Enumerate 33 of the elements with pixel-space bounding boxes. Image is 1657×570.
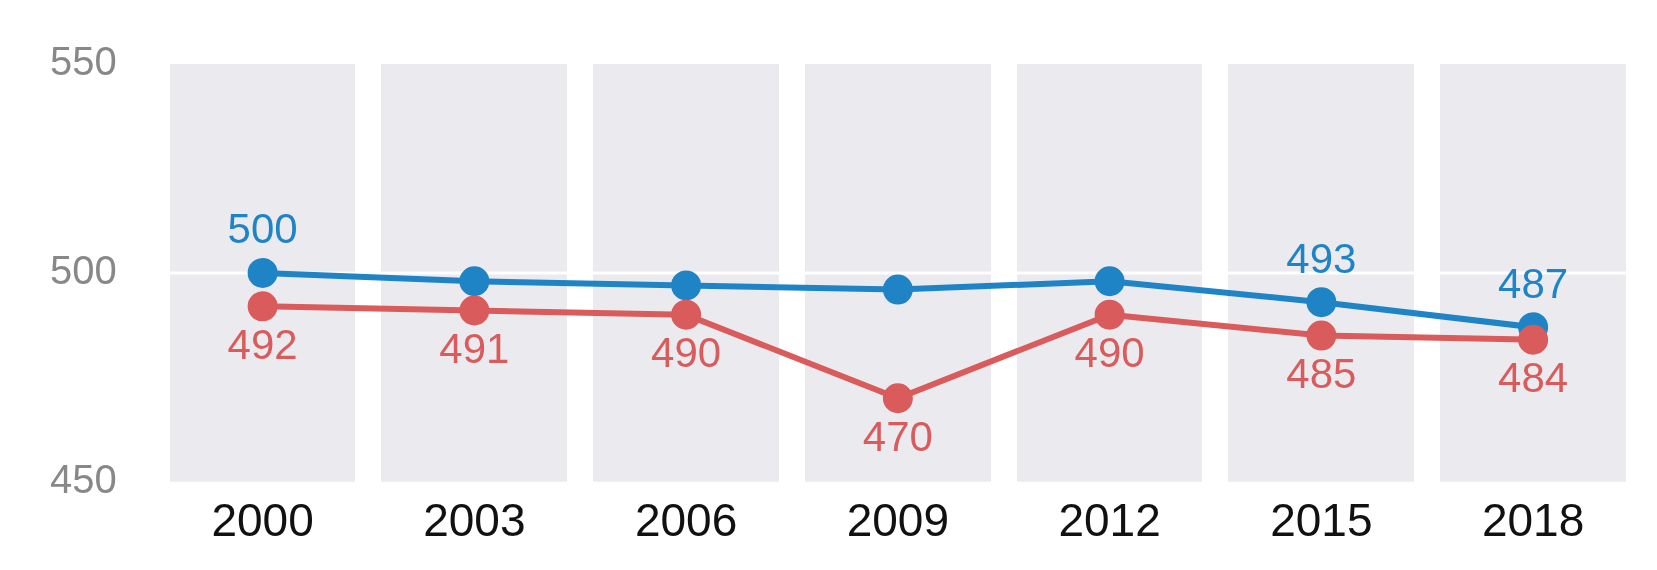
data-label: 487 [1498, 259, 1569, 307]
data-label: 491 [439, 325, 510, 373]
x-tick-label: 2000 [211, 494, 314, 547]
point [882, 383, 913, 414]
data-label: 470 [862, 412, 933, 460]
point [1094, 266, 1125, 297]
y-tick-label: 550 [49, 39, 117, 84]
data-label: 493 [1286, 234, 1357, 282]
point [671, 270, 702, 301]
point [1306, 320, 1337, 351]
point [459, 295, 490, 326]
point [1306, 287, 1337, 318]
point [671, 299, 702, 330]
data-label: 485 [1286, 350, 1357, 398]
data-label: 490 [651, 329, 722, 377]
y-tick-label: 450 [49, 456, 117, 501]
y-tick-label: 500 [49, 247, 117, 292]
x-tick-label: 2003 [423, 494, 526, 547]
x-tick-label: 2015 [1270, 494, 1373, 547]
x-tick-label: 2009 [846, 494, 950, 547]
x-tick-label: 2006 [634, 494, 738, 547]
point [247, 291, 278, 322]
point [1518, 324, 1549, 355]
point [247, 257, 278, 288]
x-tick-label: 2018 [1481, 494, 1585, 547]
point [459, 266, 490, 297]
x-tick-label: 2012 [1058, 494, 1161, 547]
data-label: 500 [227, 205, 298, 253]
data-label: 492 [227, 320, 298, 368]
point [1094, 299, 1125, 330]
point [882, 274, 913, 305]
data-label: 484 [1498, 354, 1569, 402]
data-label: 490 [1074, 329, 1145, 377]
